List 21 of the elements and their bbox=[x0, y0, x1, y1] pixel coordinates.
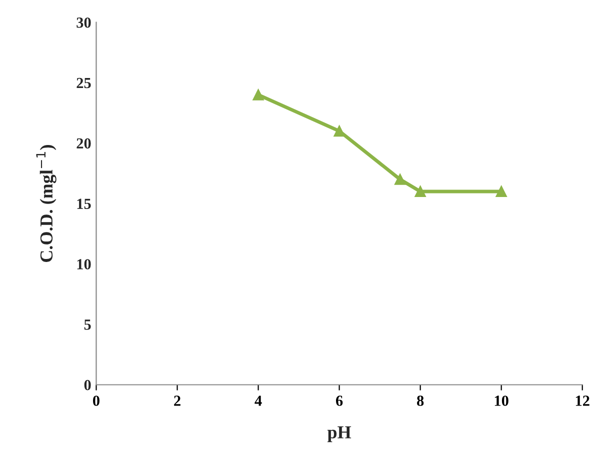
point bbox=[496, 186, 507, 198]
point bbox=[252, 89, 264, 100]
y-axis-title: C.O.D. (mgl$^{−1}$) bbox=[36, 145, 56, 262]
point bbox=[414, 186, 426, 198]
x-tick-label: 4 bbox=[254, 396, 262, 406]
point bbox=[394, 174, 406, 185]
y-tick-label: 5 bbox=[84, 320, 91, 330]
y-tick-label: 20 bbox=[76, 138, 91, 149]
x-tick-label: 6 bbox=[336, 396, 343, 406]
point bbox=[334, 125, 345, 137]
x-tick-label: 10 bbox=[494, 396, 508, 406]
x-tick-label: 8 bbox=[417, 396, 424, 406]
y-tick-label: 15 bbox=[77, 198, 91, 209]
y-tick-label: 10 bbox=[77, 259, 91, 270]
y-tick-label: 0 bbox=[84, 380, 91, 390]
x-tick-label: 0 bbox=[93, 396, 100, 406]
x-axis-title: pH bbox=[327, 426, 352, 442]
x-tick-label: 2 bbox=[174, 396, 180, 406]
x-tick-label: 12 bbox=[576, 396, 590, 406]
y-tick-label: 25 bbox=[76, 78, 91, 88]
y-tick-label: 30 bbox=[76, 17, 91, 28]
